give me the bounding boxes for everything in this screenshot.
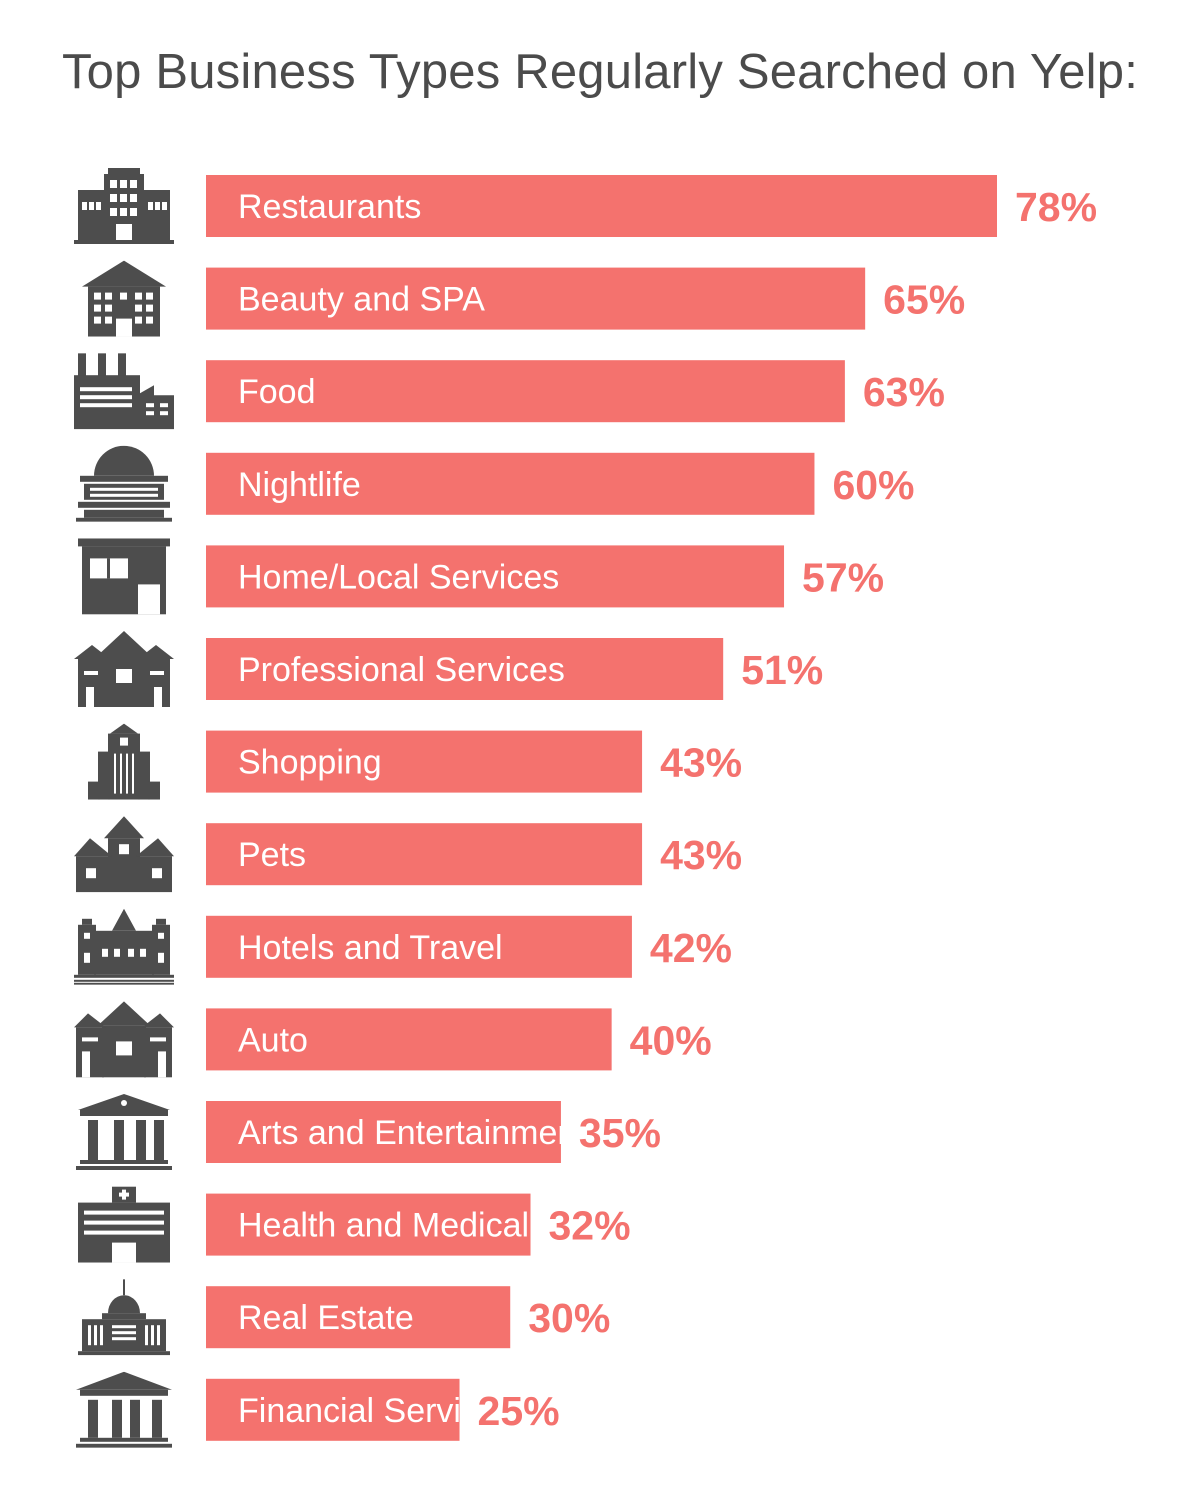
chart-title: Top Business Types Regularly Searched on… <box>61 45 1139 99</box>
category-label: Professional Services <box>238 651 565 689</box>
bar <box>206 1193 531 1256</box>
value-label: 40% <box>630 1017 712 1063</box>
bar-row: Real Estate 30% <box>78 1279 610 1356</box>
value-label: 25% <box>478 1388 560 1434</box>
bar-row: Hotels and Travel 42% <box>74 908 732 985</box>
category-label: Home/Local Services <box>238 558 559 596</box>
bar-row: Food 63% <box>74 353 945 430</box>
bar <box>206 1286 511 1349</box>
category-label: Auto <box>238 1021 308 1059</box>
category-label: Hotels and Travel <box>238 929 503 967</box>
bank-icon <box>76 1371 172 1448</box>
bar <box>206 1101 561 1163</box>
category-label: Food <box>238 373 316 411</box>
houses-icon <box>74 631 174 707</box>
value-label: 78% <box>1015 184 1097 230</box>
value-label: 32% <box>549 1203 631 1249</box>
house-cluster-icon <box>74 816 174 893</box>
value-label: 65% <box>883 277 965 323</box>
category-label: Nightlife <box>238 466 361 504</box>
value-label: 43% <box>660 740 742 786</box>
value-label: 43% <box>660 832 742 878</box>
category-label: Real Estate <box>238 1299 414 1337</box>
bar <box>206 452 815 515</box>
value-label: 60% <box>832 462 914 508</box>
bar <box>206 1008 612 1071</box>
bar <box>206 730 643 793</box>
value-label: 57% <box>802 554 884 600</box>
bar-row: Auto 40% <box>74 1001 712 1078</box>
townhouse-icon <box>82 260 166 337</box>
domed-hall-icon <box>76 445 172 522</box>
category-label: Shopping <box>238 744 382 782</box>
bar <box>206 1378 460 1441</box>
category-label: Beauty and SPA <box>238 281 485 319</box>
category-label: Financial Services <box>238 1392 514 1430</box>
bar-row: Professional Services 51% <box>74 631 823 707</box>
value-label: 51% <box>741 647 823 693</box>
category-label: Restaurants <box>238 188 421 226</box>
bar <box>206 360 845 423</box>
bar-row: Nightlife 60% <box>76 445 915 522</box>
value-label: 42% <box>650 925 732 971</box>
capitol-icon <box>78 1279 170 1356</box>
tower-building-icon <box>88 723 160 800</box>
museum-icon <box>76 1094 172 1170</box>
category-label: Health and Medical <box>238 1207 529 1245</box>
office-complex-icon <box>74 168 174 244</box>
bar <box>206 545 785 608</box>
category-label: Arts and Entertainment <box>238 1114 586 1152</box>
bar-row: Home/Local Services 57% <box>78 538 884 615</box>
shop-icon <box>78 538 170 615</box>
bar-row: Pets 43% <box>74 816 742 893</box>
bar-row: Health and Medical 32% <box>78 1186 631 1263</box>
bar <box>206 915 632 978</box>
bar-row: Restaurants 78% <box>74 168 1097 244</box>
category-label: Pets <box>238 836 306 874</box>
value-label: 35% <box>579 1110 661 1156</box>
garage-houses-icon <box>74 1001 174 1078</box>
value-label: 63% <box>863 369 945 415</box>
bar <box>206 175 997 237</box>
bar-row: Shopping 43% <box>88 723 742 800</box>
factory-icon <box>74 353 174 430</box>
value-label: 30% <box>528 1295 610 1341</box>
hospital-icon <box>78 1186 170 1263</box>
bar <box>206 823 643 886</box>
castle-hotel-icon <box>74 908 174 985</box>
bar <box>206 267 866 330</box>
bar <box>206 638 724 700</box>
bar-row: Beauty and SPA 65% <box>82 260 965 337</box>
